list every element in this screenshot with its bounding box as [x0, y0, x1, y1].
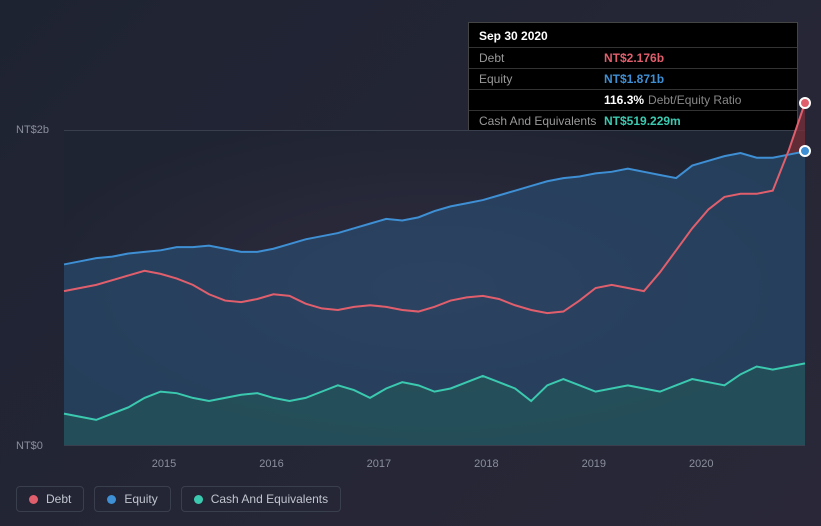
chart-tooltip: Sep 30 2020 DebtNT$2.176bEquityNT$1.871b… — [468, 22, 798, 132]
legend-label: Equity — [124, 492, 157, 506]
x-axis-label: 2017 — [367, 458, 391, 470]
x-axis: 2015 2016 2017 2018 2019 2020 — [64, 458, 805, 478]
legend-label: Debt — [46, 492, 71, 506]
debt-end-marker — [799, 97, 811, 109]
tooltip-row: 116.3%Debt/Equity Ratio — [469, 90, 797, 111]
legend-item-equity[interactable]: Equity — [94, 486, 170, 512]
tooltip-row-value: NT$2.176b — [604, 49, 664, 67]
tooltip-date: Sep 30 2020 — [469, 23, 797, 48]
chart-plot[interactable] — [64, 130, 805, 446]
legend-dot-icon — [29, 495, 38, 504]
tooltip-row-value: 116.3%Debt/Equity Ratio — [604, 91, 741, 109]
tooltip-row: EquityNT$1.871b — [469, 69, 797, 90]
equity-end-marker — [799, 145, 811, 157]
legend: Debt Equity Cash And Equivalents — [16, 486, 341, 512]
legend-item-debt[interactable]: Debt — [16, 486, 84, 512]
tooltip-row-value: NT$1.871b — [604, 70, 664, 88]
tooltip-row-label: Debt — [479, 49, 604, 67]
x-axis-label: 2020 — [689, 458, 713, 470]
tooltip-row: DebtNT$2.176b — [469, 48, 797, 69]
legend-dot-icon — [194, 495, 203, 504]
y-axis-label: NT$0 — [16, 440, 43, 452]
chart-area: NT$2bNT$0 201520162017201820192020 — [16, 120, 805, 456]
legend-label: Cash And Equivalents — [211, 492, 328, 506]
x-axis-label: 2015 — [152, 458, 176, 470]
legend-item-cash-and-equivalents[interactable]: Cash And Equivalents — [181, 486, 341, 512]
tooltip-row-label — [479, 91, 604, 109]
tooltip-row-label: Equity — [479, 70, 604, 88]
y-axis-label: NT$2b — [16, 124, 49, 136]
x-axis-label: 2018 — [474, 458, 498, 470]
legend-dot-icon — [107, 495, 116, 504]
x-axis-label: 2019 — [582, 458, 606, 470]
x-axis-label: 2016 — [259, 458, 283, 470]
